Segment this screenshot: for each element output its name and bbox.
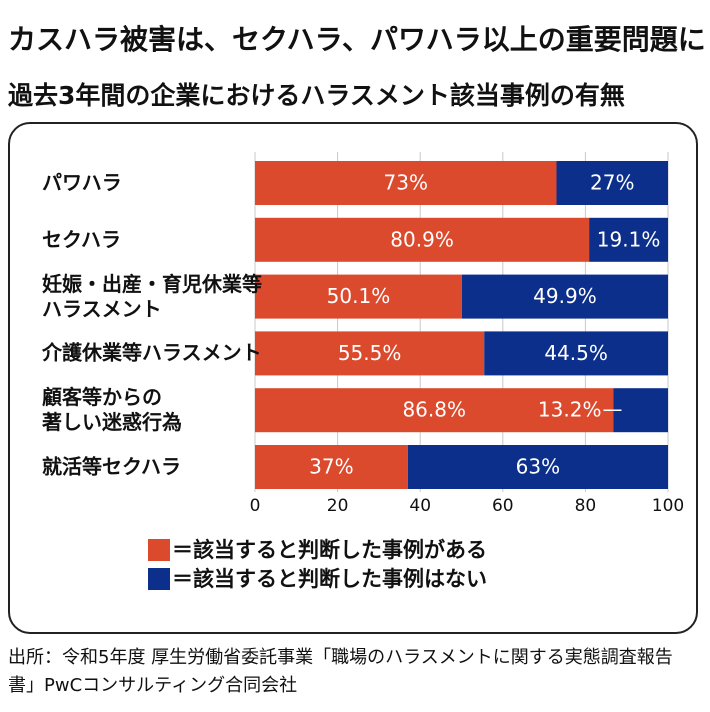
category-label: 介護休業等ハラスメント [42,340,262,365]
legend-label: ＝該当すると判断した事例はない [172,567,487,591]
category-label: 妊娠・出産・育児休業等 ハラスメント [42,271,262,321]
x-tick-label: 20 [327,496,349,516]
category-label: 顧客等からの 著しい迷惑行為 [42,385,182,435]
chart-frame [8,122,698,634]
x-tick-label: 100 [652,496,684,516]
subtitle: 過去3年間の企業におけるハラスメント該当事例の有無 [8,81,625,110]
legend-swatch [148,568,170,590]
legend-swatch [148,539,170,561]
value-label: 86.8% [402,398,466,422]
legend-label: ＝該当すると判断した事例がある [172,538,487,562]
bar [255,445,408,489]
x-tick-label: 0 [250,496,261,516]
value-label: 19.1% [597,227,661,251]
value-label: 50.1% [327,284,391,308]
category-label: セクハラ [42,227,121,252]
category-label: 就活等セクハラ [42,454,181,479]
value-label: 63% [516,455,560,479]
bar [613,388,668,433]
source: 出所：令和5年度 厚生労働省委託事業「職場のハラスメントに関する実態調査報告書」… [8,647,673,696]
value-label: 73% [384,171,428,195]
value-label: 44.5% [544,341,608,365]
x-tick-label: 60 [492,496,514,516]
value-label: 13.2% [538,398,602,422]
x-tick-label: 40 [409,496,431,516]
bar [484,331,668,376]
value-label: 80.9% [390,227,454,251]
x-tick-label: 80 [575,496,597,516]
bar [255,217,590,262]
value-label: 27% [590,171,634,195]
bar [556,161,668,205]
bar [407,445,668,489]
bar [255,161,557,205]
bar [255,331,485,376]
title: カスハラ被害は、セクハラ、パワハラ以上の重要問題に [8,23,706,56]
value-label: 37% [309,455,353,479]
value-label: 55.5% [338,341,402,365]
bar [255,274,462,319]
category-label: パワハラ [42,170,122,195]
bar [255,388,614,433]
value-label: 49.9% [533,284,597,308]
bar [461,274,668,319]
bar [589,217,668,262]
